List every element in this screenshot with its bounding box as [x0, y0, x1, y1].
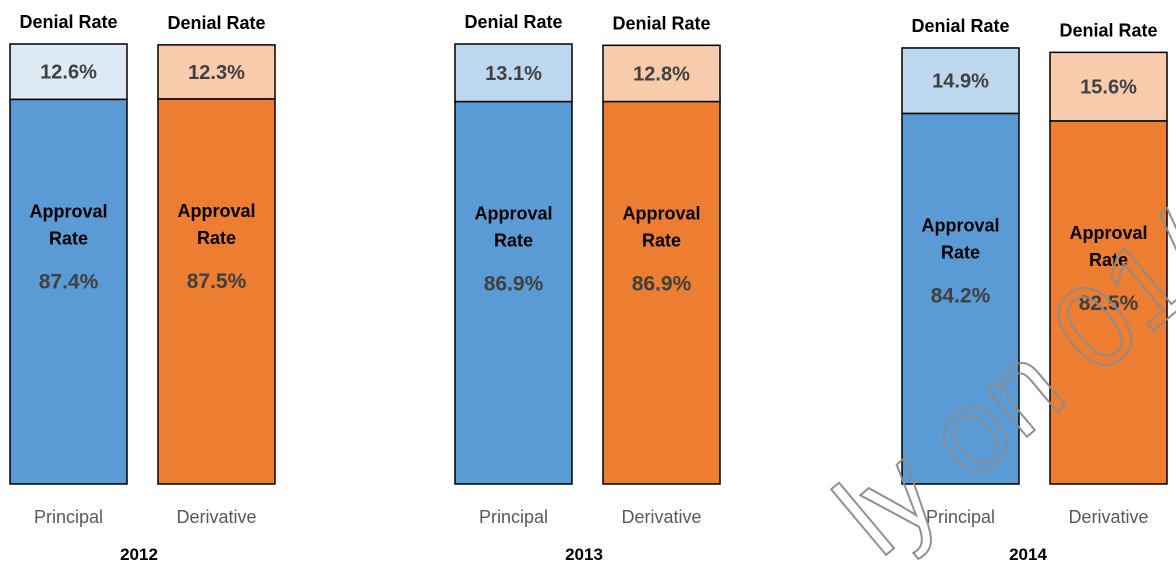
approval-segment [9, 98, 128, 485]
approval-rate-label-line2: Rate [197, 228, 236, 248]
approval-segment [454, 100, 573, 485]
denial-rate-header: Denial Rate [612, 13, 710, 33]
denial-rate-value: 12.6% [40, 62, 97, 84]
approval-rate-label-line2: Rate [642, 231, 681, 251]
approval-rate-value: 86.9% [632, 273, 692, 296]
denial-rate-header: Denial Rate [1059, 20, 1157, 40]
approval-rate-value: 87.5% [187, 270, 247, 293]
category-label: Derivative [621, 507, 701, 527]
year-label: 2012 [120, 545, 158, 564]
approval-segment [901, 112, 1020, 485]
denial-segment [1049, 51, 1168, 122]
denial-segment [9, 43, 128, 101]
approval-rate-value: 87.4% [39, 270, 99, 293]
approval-rate-label-line2: Rate [941, 243, 980, 263]
denial-rate-value: 15.6% [1080, 77, 1137, 99]
year-label: 2013 [565, 545, 603, 564]
category-label: Principal [479, 507, 548, 527]
approval-segment [602, 100, 721, 485]
category-label: Principal [34, 507, 103, 527]
denial-rate-header: Denial Rate [911, 16, 1009, 36]
denial-rate-value: 14.9% [932, 71, 989, 93]
category-label: Principal [926, 507, 995, 527]
denial-rate-header: Denial Rate [464, 12, 562, 32]
approval-rate-value: 82.5% [1079, 292, 1139, 315]
denial-rate-value: 12.8% [633, 63, 690, 85]
approval-rate-label-line2: Rate [49, 228, 88, 248]
approval-rate-label-line2: Rate [1089, 250, 1128, 270]
category-label: Derivative [176, 507, 256, 527]
denial-rate-header: Denial Rate [167, 13, 265, 33]
denial-rate-header: Denial Rate [19, 12, 117, 32]
denial-rate-value: 13.1% [485, 63, 542, 85]
approval-rate-label-line1: Approval [177, 201, 255, 221]
denial-rate-value: 12.3% [188, 62, 245, 84]
approval-segment [1049, 120, 1168, 485]
approval-segment [157, 98, 276, 485]
approval-rate-label-line1: Approval [622, 204, 700, 224]
approval-rate-label-line1: Approval [474, 204, 552, 224]
approval-rate-label-line1: Approval [1069, 223, 1147, 243]
approval-rate-label-line1: Approval [921, 216, 999, 236]
category-label: Derivative [1068, 507, 1148, 527]
approval-rate-label-line1: Approval [29, 201, 107, 221]
approval-rate-value: 86.9% [484, 273, 544, 296]
approval-rate-value: 84.2% [931, 285, 991, 308]
year-label: 2014 [1009, 545, 1047, 564]
denial-segment [157, 44, 276, 100]
approval-rate-label-line2: Rate [494, 231, 533, 251]
